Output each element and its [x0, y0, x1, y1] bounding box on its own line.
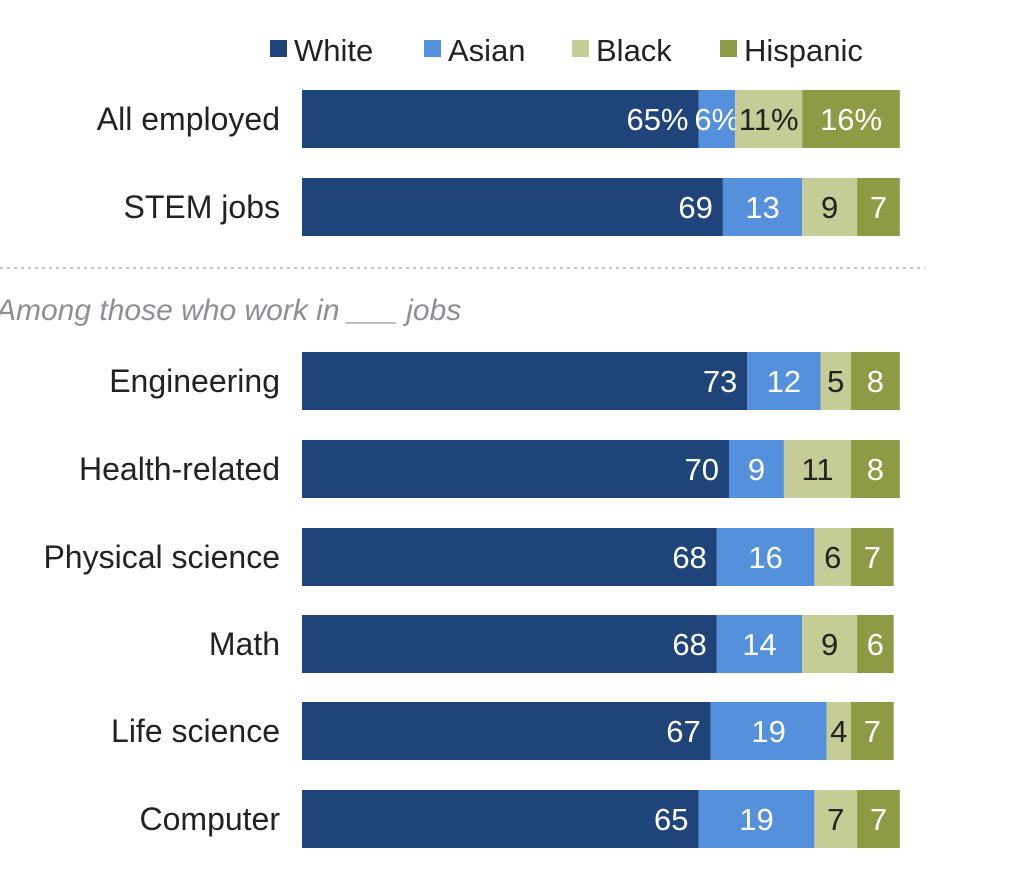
bar-life-science-black	[826, 702, 851, 760]
data-label-health-related-black: 11	[801, 452, 833, 487]
data-label-stem-jobs-hispanic: 7	[870, 190, 887, 225]
data-label-physical-science-hispanic: 7	[864, 540, 881, 575]
category-label-engineering: Engineering	[109, 363, 280, 399]
data-label-math-white: 68	[672, 627, 706, 662]
bar-computer-hispanic	[857, 790, 900, 848]
bar-computer-white	[302, 790, 699, 848]
category-label-math: Math	[209, 626, 280, 662]
data-label-life-science-asian: 19	[751, 714, 785, 749]
bar-stem-jobs-white	[302, 178, 723, 236]
data-label-all-employed-white: 65%	[626, 102, 688, 137]
bar-health-related-white	[302, 440, 729, 498]
data-label-computer-hispanic: 7	[870, 802, 887, 837]
data-label-engineering-black: 5	[827, 364, 844, 399]
bar-health-related-hispanic	[851, 440, 900, 498]
bar-stem-jobs-black	[802, 178, 858, 236]
legend-label-white: White	[294, 33, 373, 68]
bar-engineering-asian	[747, 352, 821, 410]
data-label-stem-jobs-black: 9	[821, 190, 838, 225]
data-label-engineering-white: 73	[703, 364, 737, 399]
bar-physical-science-hispanic	[851, 528, 894, 586]
category-label-computer: Computer	[140, 801, 281, 837]
bar-life-science-white	[302, 702, 711, 760]
data-label-math-asian: 14	[742, 627, 776, 662]
data-label-computer-asian: 19	[739, 802, 773, 837]
legend-swatch-black	[572, 40, 589, 57]
bars: 65% 6% 11% 16%69 13 9 773 12 5 870 9 11 868 16 6 768 14 9…	[302, 90, 900, 848]
data-label-stem-jobs-white: 69	[678, 190, 712, 225]
bar-life-science-hispanic	[851, 702, 894, 760]
legend-swatch-white	[270, 40, 287, 57]
data-label-physical-science-black: 6	[824, 540, 841, 575]
bar-all-employed-asian	[698, 90, 736, 148]
data-label-engineering-hispanic: 8	[867, 364, 884, 399]
data-label-math-hispanic: 6	[867, 627, 884, 662]
data-label-engineering-asian: 12	[767, 364, 801, 399]
data-label-health-related-hispanic: 8	[867, 452, 884, 487]
category-label-all-employed: All employed	[97, 101, 280, 137]
data-label-life-science-hispanic: 7	[864, 714, 881, 749]
bar-engineering-hispanic	[851, 352, 900, 410]
bar-stem-jobs-hispanic	[857, 178, 900, 236]
bar-physical-science-asian	[716, 528, 815, 586]
bar-health-related-black	[783, 440, 851, 498]
data-label-physical-science-white: 68	[672, 540, 706, 575]
bar-stem-jobs-asian	[722, 178, 803, 236]
bar-math-asian	[716, 615, 803, 673]
data-label-life-science-white: 67	[666, 714, 700, 749]
legend-label-hispanic: Hispanic	[744, 33, 863, 68]
bar-all-employed-black	[735, 90, 803, 148]
bar-engineering-black	[820, 352, 851, 410]
legend-label-black: Black	[596, 33, 672, 68]
data-label-all-employed-hispanic: 16%	[820, 102, 882, 137]
data-label-all-employed-asian: 6%	[694, 102, 739, 137]
bar-math-white	[302, 615, 717, 673]
bar-physical-science-white	[302, 528, 717, 586]
data-label-all-employed-black: 11%	[739, 102, 799, 137]
section-label: Among those who work in ___ jobs	[0, 294, 461, 327]
bar-all-employed-white	[302, 90, 699, 148]
data-label-life-science-black: 4	[830, 714, 847, 749]
data-label-math-black: 9	[821, 627, 838, 662]
legend: White Asian Black Hispanic	[270, 33, 863, 68]
bar-computer-black	[814, 790, 858, 848]
bar-life-science-asian	[710, 702, 827, 760]
category-label-stem-jobs: STEM jobs	[124, 189, 280, 225]
bar-math-hispanic	[857, 615, 894, 673]
legend-swatch-asian	[424, 40, 441, 57]
category-label-life-science: Life science	[111, 713, 280, 749]
bar-health-related-asian	[729, 440, 784, 498]
bar-computer-asian	[698, 790, 815, 848]
bar-math-black	[802, 615, 858, 673]
legend-swatch-hispanic	[720, 40, 737, 57]
bar-engineering-white	[302, 352, 748, 410]
category-label-physical-science: Physical science	[43, 539, 280, 575]
category-labels: All employed STEM jobs Engineering Health-r…	[43, 101, 280, 837]
data-label-health-related-white: 70	[685, 452, 719, 487]
legend-label-asian: Asian	[448, 33, 526, 68]
data-label-health-related-asian: 9	[748, 452, 765, 487]
bar-physical-science-black	[814, 528, 851, 586]
data-label-computer-black: 7	[827, 802, 844, 837]
data-label-computer-white: 65	[654, 802, 688, 837]
bar-all-employed-hispanic	[802, 90, 900, 148]
data-label-stem-jobs-asian: 13	[745, 190, 779, 225]
category-label-health-related: Health-related	[79, 451, 280, 487]
data-label-physical-science-asian: 16	[748, 540, 782, 575]
